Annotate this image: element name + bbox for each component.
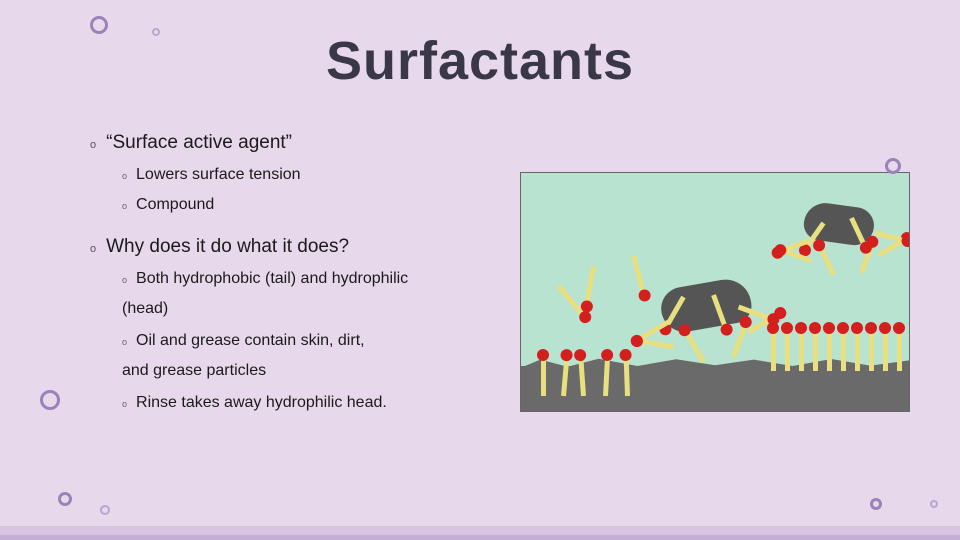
- surfactant-molecule: [841, 331, 846, 371]
- surfactant-molecule: [813, 331, 818, 371]
- bullet-marker: o: [122, 275, 127, 285]
- content-row: o “Surface active agent” o Lowers surfac…: [60, 132, 900, 424]
- bullet-sub-2-1-cont: (head): [122, 300, 500, 318]
- surfactant-molecule: [624, 358, 630, 396]
- decorative-circle: [152, 28, 160, 36]
- surfactant-molecule: [584, 266, 596, 304]
- bullet-marker: o: [122, 201, 127, 211]
- surfactant-molecule: [869, 331, 874, 371]
- bottom-accent-bar: [0, 526, 960, 540]
- bullet-sub-2-3: o Rinse takes away hydrophilic head.: [122, 394, 500, 412]
- decorative-circle: [90, 16, 108, 34]
- bullet-sub-1-1: o Lowers surface tension: [122, 166, 500, 184]
- surfactant-molecule: [731, 324, 747, 358]
- diagram-column: [520, 132, 910, 424]
- bullet-text: Lowers surface tension: [136, 166, 301, 184]
- bullet-text: Compound: [136, 196, 214, 214]
- bullet-text: Why does it do what it does?: [106, 236, 349, 258]
- bullet-text: Both hydrophobic (tail) and hydrophilic: [136, 270, 408, 288]
- bullet-sub-2-1: o Both hydrophobic (tail) and hydrophili…: [122, 270, 500, 288]
- surfactant-molecule: [640, 339, 674, 350]
- surfactant-molecule: [631, 255, 646, 293]
- surfactant-molecule: [883, 331, 888, 371]
- surfactant-molecule: [557, 284, 585, 316]
- bullet-main-2: o Why does it do what it does?: [90, 236, 500, 258]
- bullet-marker: o: [122, 171, 127, 181]
- slide-title: Surfactants: [60, 30, 900, 92]
- slide: Surfactants o “Surface active agent” o L…: [0, 0, 960, 540]
- surfactant-molecule: [684, 331, 705, 363]
- decorative-circle: [58, 492, 72, 506]
- surfactant-molecule: [541, 358, 546, 396]
- surfactant-molecule: [827, 331, 832, 371]
- bullet-main-1: o “Surface active agent”: [90, 132, 500, 154]
- bullet-marker: o: [90, 139, 96, 151]
- surfactant-molecule: [855, 331, 860, 371]
- surfactant-molecule: [897, 331, 902, 371]
- bullet-sub-2-2-cont: and grease particles: [122, 362, 500, 380]
- decorative-circle: [870, 498, 882, 510]
- bullet-sub-1-2: o Compound: [122, 196, 500, 214]
- bullet-text: Rinse takes away hydrophilic head.: [136, 394, 387, 412]
- text-column: o “Surface active agent” o Lowers surfac…: [60, 132, 500, 424]
- bullet-marker: o: [122, 399, 127, 409]
- surfactant-diagram: [520, 172, 910, 412]
- bullet-text: Oil and grease contain skin, dirt,: [136, 332, 365, 350]
- bullet-sub-2-2: o Oil and grease contain skin, dirt,: [122, 332, 500, 350]
- bullet-text: “Surface active agent”: [106, 132, 292, 154]
- bullet-marker: o: [90, 243, 96, 255]
- decorative-circle: [100, 505, 110, 515]
- surfactant-molecule: [799, 331, 804, 371]
- bullet-marker: o: [122, 337, 127, 347]
- surfactant-molecule: [771, 331, 776, 371]
- surfactant-molecule: [819, 247, 836, 276]
- decorative-circle: [930, 500, 938, 508]
- surfactant-molecule: [785, 331, 790, 371]
- decorative-circle: [40, 390, 60, 410]
- decorative-circle: [885, 158, 901, 174]
- surfactant-molecule: [875, 231, 905, 244]
